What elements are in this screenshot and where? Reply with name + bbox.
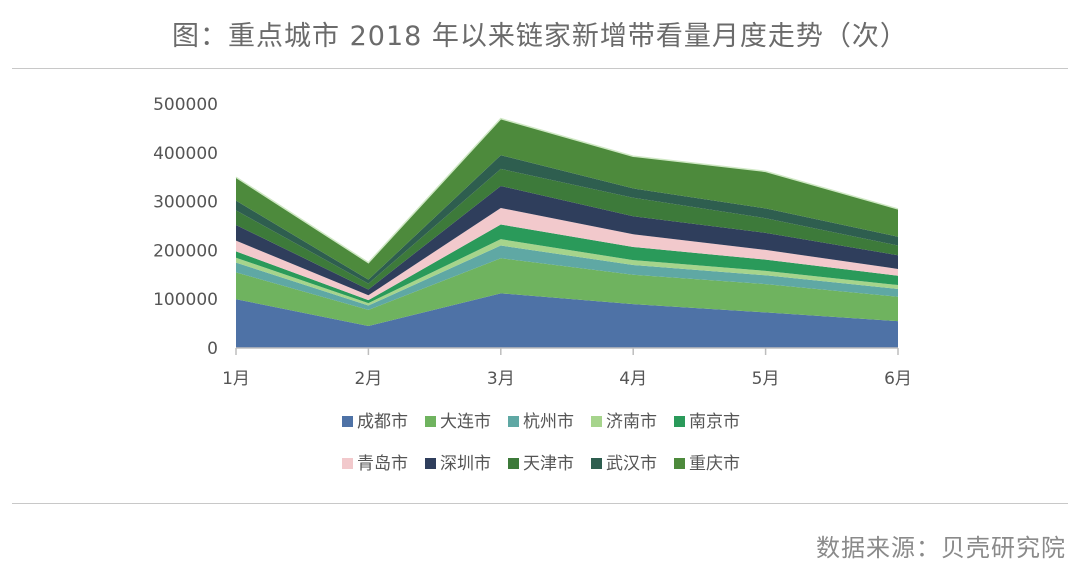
y-tick-label: 0	[207, 339, 218, 359]
y-tick-label: 100000	[153, 290, 218, 310]
legend-item: 济南市	[591, 412, 657, 432]
bottom-divider	[12, 503, 1068, 504]
legend-item: 重庆市	[674, 454, 740, 474]
legend-swatch	[342, 416, 353, 427]
legend-item: 南京市	[674, 412, 740, 432]
x-tick-label: 5月	[752, 369, 780, 389]
legend-label: 青岛市	[357, 454, 408, 474]
area-series-5	[236, 224, 898, 304]
area-series-10	[236, 118, 898, 280]
x-tick-label: 1月	[222, 369, 250, 389]
y-tick-label: 300000	[153, 193, 218, 213]
legend-item: 武汉市	[591, 454, 657, 474]
stack-top-outline	[235, 117, 899, 264]
area-series-3	[236, 245, 898, 310]
legend-swatch	[674, 458, 685, 469]
area-series-7	[236, 185, 898, 296]
y-tick-label: 200000	[153, 241, 218, 261]
axes-group: 1月 2月 3月 4月 5月 6月 500000 400000 300000 200000 1000…	[153, 95, 912, 389]
legend-label: 天津市	[523, 454, 574, 474]
legend-swatch	[508, 416, 519, 427]
legend-label: 大连市	[440, 412, 491, 432]
legend-label: 成都市	[357, 412, 408, 432]
legend-swatch	[425, 458, 436, 469]
area-series-6	[236, 207, 898, 301]
x-tick-label: 3月	[487, 369, 515, 389]
legend-label: 重庆市	[689, 454, 740, 474]
legend-item: 成都市	[342, 412, 408, 432]
y-tick-label: 400000	[153, 144, 218, 164]
legend-swatch	[425, 416, 436, 427]
x-tick-label: 6月	[884, 369, 912, 389]
chart-title: 图：重点城市 2018 年以来链家新增带看量月度走势（次）	[172, 21, 908, 52]
legend-item: 青岛市	[342, 454, 408, 474]
legend-swatch	[508, 458, 519, 469]
area-series-4	[236, 239, 898, 306]
legend-label: 武汉市	[606, 454, 657, 474]
x-tick-label: 4月	[619, 369, 647, 389]
legend-label: 杭州市	[523, 412, 574, 432]
area-series-9	[236, 155, 898, 284]
legend-label: 南京市	[689, 412, 740, 432]
y-tick-label: 500000	[153, 95, 218, 115]
legend-swatch	[342, 458, 353, 469]
area-series-8	[236, 168, 898, 290]
legend-item: 天津市	[508, 454, 574, 474]
legend-item: 大连市	[425, 412, 491, 432]
legend-item: 深圳市	[425, 454, 491, 474]
legend-label: 济南市	[606, 412, 657, 432]
top-divider	[12, 68, 1068, 69]
area-series-1	[236, 293, 898, 348]
stacked-area-chart: 1月 2月 3月 4月 5月 6月 500000 400000 300000 200000 1000…	[153, 95, 912, 474]
area-series-2	[236, 258, 898, 327]
area-series-group	[235, 117, 899, 348]
legend-swatch	[591, 458, 602, 469]
legend-item: 杭州市	[508, 412, 574, 432]
legend-swatch	[591, 416, 602, 427]
x-tick-label: 2月	[354, 369, 382, 389]
legend-label: 深圳市	[440, 454, 491, 474]
data-source-note: 数据来源：贝壳研究院	[816, 534, 1066, 562]
legend-swatch	[674, 416, 685, 427]
